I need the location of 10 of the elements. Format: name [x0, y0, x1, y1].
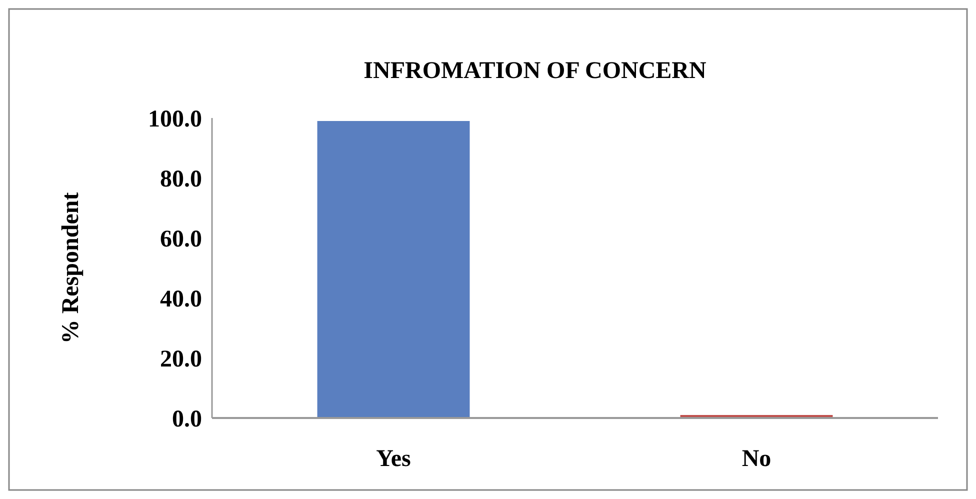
y-tick-label: 40.0 [160, 286, 202, 312]
x-tick-label: Yes [376, 446, 411, 472]
y-axis-title: % Respondent [58, 192, 84, 344]
y-tick-label: 100.0 [148, 106, 202, 132]
y-tick-label: 20.0 [160, 346, 202, 372]
chart-title: INFROMATION OF CONCERN [364, 58, 707, 84]
y-tick-label: 0.0 [172, 406, 202, 432]
y-tick-label: 60.0 [160, 226, 202, 252]
y-tick-label: 80.0 [160, 166, 202, 192]
x-tick-label: No [742, 446, 772, 472]
